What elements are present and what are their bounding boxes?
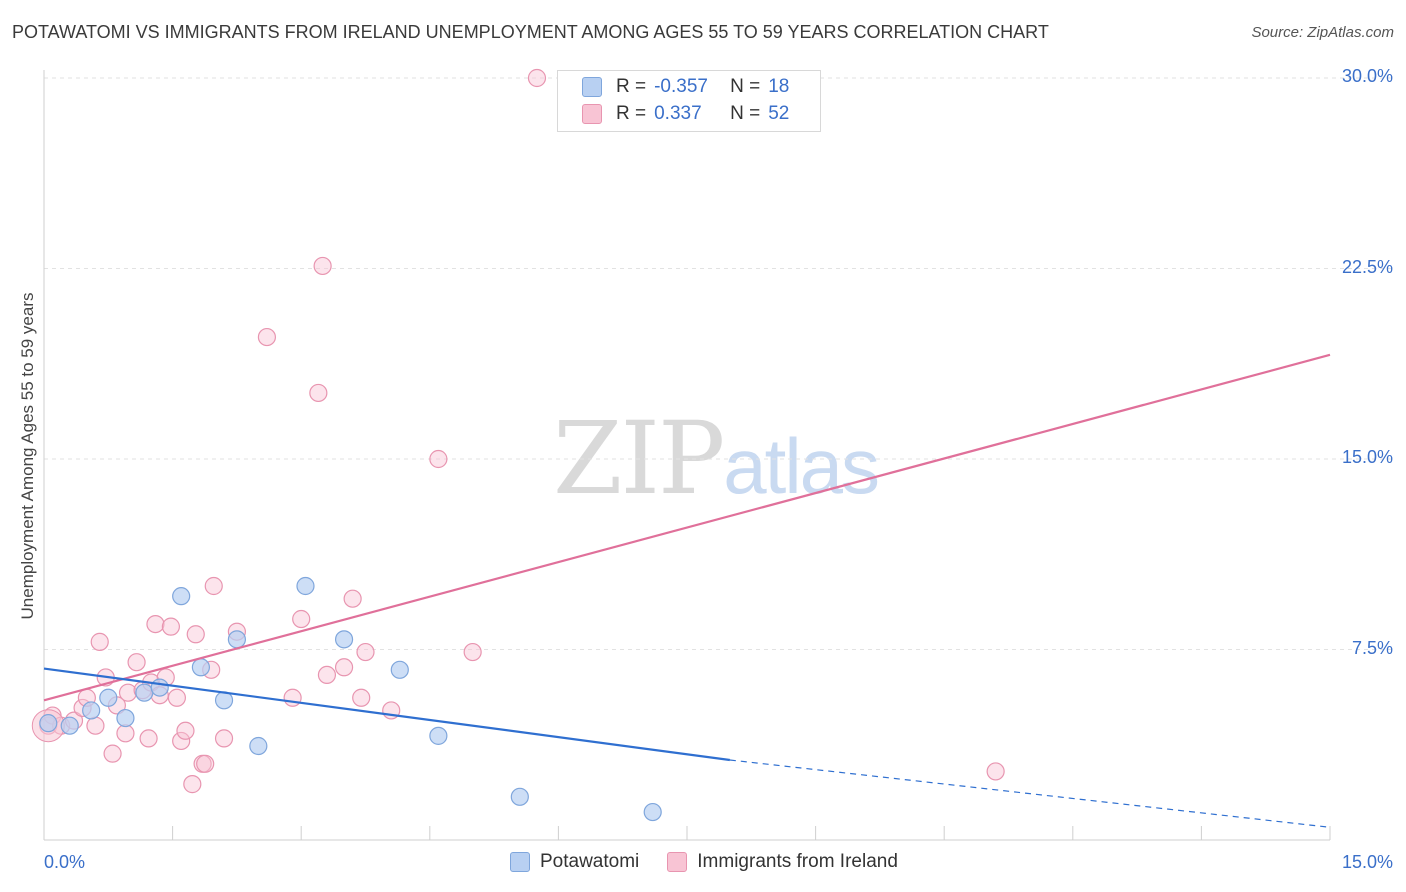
chart-title: POTAWATOMI VS IMMIGRANTS FROM IRELAND UN… (12, 22, 1049, 42)
ireland-point (183, 775, 202, 794)
legend-label: Immigrants from Ireland (697, 851, 898, 872)
r-value: -0.357 (654, 76, 708, 97)
n-value: 52 (768, 103, 790, 124)
ireland-point (176, 721, 195, 740)
legend-row-potawatomi: R = -0.357 N = 18 (582, 74, 789, 100)
legend-label: Potawatomi (540, 851, 640, 872)
ireland-point (86, 716, 105, 735)
ireland-point (429, 449, 448, 469)
potawatomi-point (296, 576, 315, 596)
ireland-point (334, 658, 354, 677)
potawatomi-swatch (510, 852, 530, 872)
ireland-swatch (667, 852, 688, 872)
y-tick-label: 22.5% (1341, 256, 1393, 277)
potawatomi-point (227, 630, 246, 649)
source-credit: Source: ZipAtlas.com (1251, 24, 1394, 41)
r-label: R = (616, 103, 647, 124)
ireland-point (356, 642, 375, 662)
potawatomi-point (510, 787, 529, 806)
watermark-atlas: atlas (723, 422, 880, 510)
x-tick-label-min: 0.0% (44, 852, 86, 872)
r-value: 0.337 (654, 103, 702, 124)
ireland-point (283, 688, 302, 707)
potawatomi-point (429, 726, 448, 745)
potawatomi-point (135, 683, 154, 702)
potawatomi-point (390, 660, 409, 679)
n-label: N = (730, 76, 761, 97)
potawatomi-point (116, 708, 135, 728)
legend-row-ireland: R = 0.337 N = 52 (582, 101, 789, 127)
ireland-point (317, 665, 337, 685)
ireland-swatch (582, 104, 602, 124)
ireland-point (90, 632, 109, 651)
r-label: R = (616, 76, 647, 97)
potawatomi-swatch (582, 77, 602, 97)
ireland-point (309, 383, 328, 403)
ireland-point (167, 688, 186, 707)
ireland-point (214, 729, 234, 748)
potawatomi-point (334, 630, 354, 649)
y-tick-label: 30.0% (1341, 66, 1393, 86)
y-tick-label: 15.0% (1341, 447, 1393, 467)
ireland-point (146, 614, 165, 634)
correlation-legend: R = -0.357 N = 18 R = 0.337 N = 52 (557, 70, 821, 132)
series-legend: Potawatomi Immigrants from Ireland (510, 851, 926, 873)
ireland-point (186, 625, 205, 644)
ireland-point (196, 754, 215, 773)
series-ireland-points (31, 68, 1005, 794)
ireland-point (313, 256, 332, 276)
ireland-point (161, 617, 180, 636)
grid-lines (44, 77, 1392, 650)
ireland-point (463, 642, 482, 662)
ireland-point (172, 731, 191, 751)
series-potawatomi-points (39, 576, 662, 822)
axes (43, 70, 1331, 841)
trend-lines (43, 353, 1331, 828)
ireland-point (127, 653, 146, 672)
potawatomi-point (150, 678, 169, 697)
potawatomi-point (172, 587, 191, 606)
n-label: N = (730, 103, 761, 124)
ireland-point (343, 589, 362, 608)
potawatomi-point (39, 714, 58, 733)
x-tick-label-max: 15.0% (1341, 852, 1393, 872)
ireland-trend-line (43, 353, 1331, 702)
ireland-point (257, 327, 277, 347)
potawatomi-point (60, 716, 79, 735)
y-axis-label: Unemployment Among Ages 55 to 59 years (18, 292, 37, 620)
legend-item-potawatomi[interactable]: Potawatomi (510, 851, 639, 873)
ireland-point (103, 744, 122, 763)
ireland-point (116, 724, 135, 743)
potawatomi-point (249, 736, 268, 756)
ireland-point (292, 609, 311, 629)
ireland-point (527, 68, 547, 88)
y-tick-label: 7.5% (1351, 637, 1393, 658)
potawatomi-trend-line (43, 667, 731, 762)
legend-item-ireland[interactable]: Immigrants from Ireland (667, 851, 898, 873)
potawatomi-point (99, 688, 118, 707)
potawatomi-trend-extension (729, 759, 1331, 828)
n-value: 18 (768, 76, 790, 97)
potawatomi-point (191, 658, 210, 677)
ireland-point (139, 729, 158, 748)
ireland-point (986, 762, 1005, 781)
ireland-point (204, 576, 223, 596)
ireland-point (352, 688, 371, 707)
potawatomi-point (643, 802, 662, 822)
potawatomi-point (82, 701, 101, 720)
